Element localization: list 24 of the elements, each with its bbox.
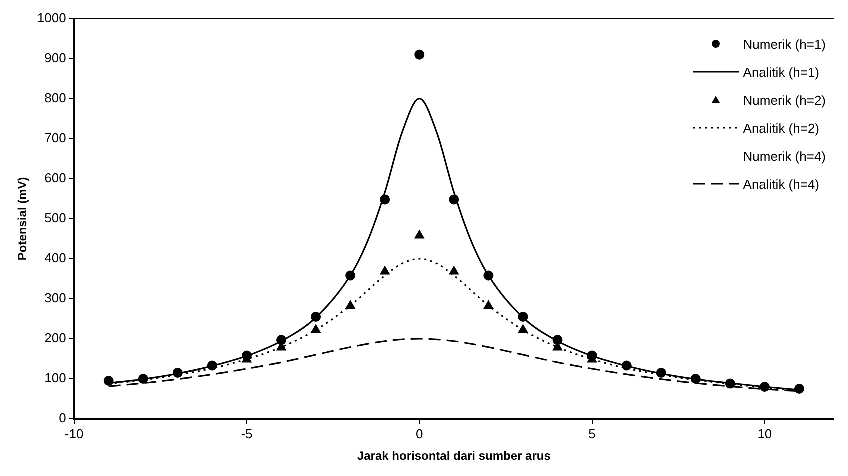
legend-label: Analitik (h=2) xyxy=(743,120,820,136)
x-tick-label: -5 xyxy=(241,426,253,442)
x-tick-label: -10 xyxy=(64,426,84,442)
legend-label: Analitik (h=4) xyxy=(743,176,820,192)
y-tick-label: 400 xyxy=(44,250,66,266)
x-axis-title: Jarak horisontal dari sumber arus xyxy=(357,449,552,464)
y-tick-label: 800 xyxy=(44,90,66,106)
y-axis-title: Potensial (mV) xyxy=(16,177,30,261)
legend-label: Numerik (h=4) xyxy=(743,148,826,164)
y-tick-label: 200 xyxy=(44,330,66,346)
y-tick-label: 100 xyxy=(44,370,66,386)
y-tick-label: 300 xyxy=(44,290,66,306)
y-tick-label: 600 xyxy=(44,170,66,186)
y-tick-label: 500 xyxy=(44,210,66,226)
y-tick-label: 700 xyxy=(44,130,66,146)
x-tick-label: 0 xyxy=(416,426,424,442)
y-tick-label: 1000 xyxy=(37,10,66,26)
y-tick-label: 900 xyxy=(44,50,66,66)
legend-label: Analitik (h=1) xyxy=(743,64,820,80)
legend-label: Numerik (h=2) xyxy=(743,92,826,108)
y-tick-label: 0 xyxy=(59,410,66,426)
legend-label: Numerik (h=1) xyxy=(743,36,826,52)
x-tick-label: 10 xyxy=(758,426,772,442)
x-tick-label: 5 xyxy=(588,426,596,442)
